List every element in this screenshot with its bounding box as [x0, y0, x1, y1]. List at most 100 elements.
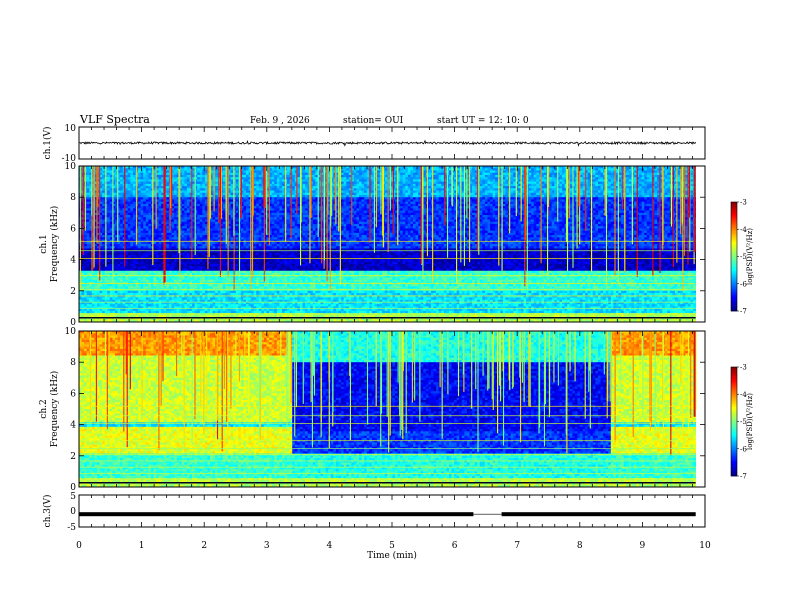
spectrogram-cell — [107, 255, 111, 258]
spectrogram-cell — [184, 166, 188, 169]
spectrogram-cell — [181, 255, 185, 258]
spectrogram-cell — [84, 250, 88, 254]
spectrogram-cell — [156, 217, 160, 220]
spectrogram-cell — [184, 250, 188, 254]
spectrogram-cell — [109, 183, 113, 187]
spectrogram-cell — [181, 177, 185, 180]
spectrogram-cell — [158, 217, 162, 220]
spectrogram-cell — [171, 272, 175, 276]
spectrogram-cell — [171, 208, 175, 211]
spectrogram-cell — [184, 188, 188, 191]
spectrogram-cell — [179, 166, 183, 169]
spectrogram-cell — [132, 301, 136, 305]
spectrogram-cell — [127, 201, 131, 205]
spectrogram-cell — [107, 250, 111, 254]
spectrogram-cell — [184, 168, 188, 171]
spectrogram-cell — [117, 212, 121, 216]
spectrogram-cell — [86, 197, 90, 200]
spectrogram-cell — [99, 166, 103, 169]
spectrogram-cell — [91, 297, 95, 301]
spectrogram-cell — [194, 250, 198, 254]
spectrogram-cell — [117, 250, 121, 254]
spectrogram-cell — [140, 315, 144, 318]
spectrogram-cell — [143, 199, 147, 203]
spectrogram-cell — [102, 179, 106, 182]
spectrogram-cell — [161, 250, 165, 254]
spectrogram-cell — [114, 279, 118, 283]
spectrogram-cell — [161, 304, 165, 307]
spectrogram-cell — [79, 295, 82, 298]
spectrogram-cell — [192, 297, 196, 301]
spectrogram-cell — [135, 261, 139, 265]
spectrogram-cell — [174, 239, 178, 243]
spectrogram-cell — [189, 295, 193, 298]
spectrogram-cell — [148, 168, 152, 171]
spectrogram-cell — [84, 317, 88, 321]
spectrogram-cell — [153, 286, 157, 289]
spectrogram-cell — [156, 235, 160, 238]
spectrogram-cell — [143, 261, 147, 265]
spectrogram-cell — [179, 237, 183, 240]
spectrogram-cell — [176, 266, 180, 269]
spectrogram-cell — [171, 237, 175, 240]
spectrogram-cell — [130, 210, 134, 214]
spectrogram-cell — [143, 272, 147, 276]
spectrogram-cell — [99, 310, 103, 314]
spectrogram-cell — [176, 306, 180, 310]
spectrogram-cell — [145, 270, 149, 274]
spectrogram-cell — [179, 197, 183, 200]
spectrogram-cell — [86, 215, 90, 218]
spectrogram-cell — [130, 299, 134, 303]
spectrogram-cell — [153, 192, 157, 196]
spectrogram-cell — [96, 188, 100, 191]
spectrogram-cell — [184, 201, 188, 205]
spectrogram-cell — [84, 295, 88, 298]
spectrogram-cell — [102, 246, 106, 249]
spectrogram-cell — [181, 183, 185, 187]
spectrogram-cell — [102, 232, 106, 236]
spectrogram-cell — [132, 212, 136, 216]
spectrogram-cell — [192, 264, 196, 267]
spectrogram-cell — [153, 304, 157, 307]
spectrogram-cell — [138, 217, 142, 220]
spectrogram-cell — [86, 168, 90, 171]
spectrogram-cell — [179, 188, 183, 191]
spectrogram-cell — [140, 179, 144, 182]
spectrogram-cell — [104, 290, 108, 294]
spectrogram-cell — [145, 170, 149, 174]
spectrogram-cell — [192, 255, 196, 258]
spectrogram-cell — [145, 301, 149, 305]
spectrogram-cell — [96, 272, 100, 276]
spectrogram-cell — [148, 319, 152, 323]
spectrogram-cell — [145, 186, 149, 189]
spectrogram-cell — [114, 299, 118, 303]
spectrogram-cell — [109, 208, 113, 211]
spectrogram-cell — [161, 299, 165, 303]
spectrogram-cell — [174, 310, 178, 314]
spectrogram-cell — [171, 252, 175, 256]
spectrogram-cell — [107, 197, 111, 200]
spectrogram-cell — [94, 221, 98, 225]
spectrogram-cell — [99, 221, 103, 225]
spectrogram-cell — [192, 203, 196, 207]
spectrogram-cell — [174, 286, 178, 289]
spectrogram-cell — [148, 206, 152, 209]
spectrogram-cell — [181, 194, 185, 198]
spectrogram-cell — [166, 210, 170, 214]
spectrogram-cell — [161, 170, 165, 174]
spectrogram-cell — [181, 248, 185, 252]
spectrogram-cell — [130, 286, 134, 289]
spectrogram-cell — [174, 246, 178, 249]
spectrogram-cell — [112, 270, 116, 274]
spectrogram-cell — [102, 270, 106, 274]
spectrogram-cell — [94, 228, 98, 232]
spectrogram-cell — [161, 206, 165, 209]
spectrogram-cell — [112, 297, 116, 301]
spectrogram-cell — [117, 219, 121, 223]
spectrogram-cell — [192, 206, 196, 209]
spectrogram-cell — [176, 261, 180, 265]
spectrogram-cell — [89, 301, 93, 305]
spectrogram-cell — [109, 201, 113, 205]
spectrogram-cell — [114, 248, 118, 252]
spectrogram-cell — [117, 228, 121, 232]
